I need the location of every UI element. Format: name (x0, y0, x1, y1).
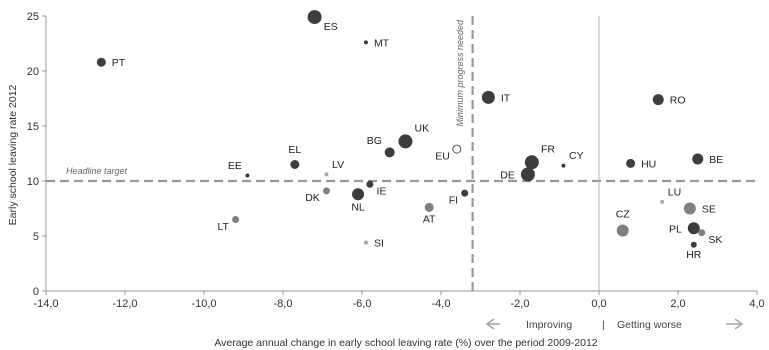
y-axis-title: Early school leaving rate 2012 (7, 85, 19, 226)
x-tick-label: -12,0 (112, 298, 137, 310)
point-label-el: EL (288, 144, 301, 156)
direction-separator: | (602, 319, 605, 331)
point-nl (352, 188, 365, 201)
point-bg (384, 147, 395, 158)
point-si (363, 240, 368, 245)
data-points (96, 10, 706, 248)
point-at (424, 202, 434, 212)
x-tick-label: -8,0 (274, 298, 293, 310)
point-lt (232, 216, 240, 223)
headline-target-label: Headline target (66, 166, 128, 176)
x-tick-label: 0,0 (591, 298, 606, 310)
x-tick-label: 4,0 (749, 298, 764, 310)
point-it (481, 90, 495, 104)
point-label-pt: PT (112, 57, 126, 69)
point-label-bg: BG (367, 135, 382, 147)
y-tick-label: 20 (27, 66, 39, 78)
point-uk (398, 134, 413, 149)
y-tick-label: 5 (33, 231, 39, 243)
point-label-de: DE (500, 169, 515, 181)
point-label-cz: CZ (616, 208, 631, 220)
x-axis-title: Average annual change in early school le… (214, 337, 597, 349)
point-dk (322, 187, 330, 195)
x-tick-label: -4,0 (432, 298, 451, 310)
point-label-uk: UK (415, 123, 430, 135)
point-se (683, 202, 696, 215)
point-label-hu: HU (641, 158, 656, 170)
arrow-left-head-icon (485, 318, 495, 330)
y-tick-label: 0 (33, 286, 39, 298)
point-pt (96, 57, 106, 67)
point-label-cy: CY (569, 150, 584, 162)
x-tick-label: -14,0 (33, 298, 58, 310)
point-label-at: AT (423, 213, 436, 225)
axes: 0 5 10 15 20 25 -14,0 -12,0 -10,0 -8,0 -6,0 -4,0 -2,… (27, 11, 765, 310)
point-label-lv: LV (332, 159, 344, 171)
point-label-be: BE (709, 154, 723, 166)
point-ee (245, 173, 250, 178)
point-label-ro: RO (670, 95, 686, 107)
getting-worse-label: Getting worse (617, 319, 682, 331)
x-tick-label: 2,0 (670, 298, 685, 310)
point-label-lt: LT (217, 221, 229, 233)
y-tick-label: 25 (27, 11, 39, 23)
point-lu (660, 199, 665, 204)
point-cz (616, 224, 629, 237)
x-tick-label: -6,0 (353, 298, 372, 310)
point-label-eu: EU (435, 151, 450, 163)
point-el (290, 160, 300, 169)
improving-label: Improving (526, 319, 572, 331)
point-be (692, 153, 704, 165)
point-de (520, 167, 535, 182)
point-label-hr: HR (686, 249, 702, 261)
point-hu (626, 158, 636, 168)
y-tick-label: 10 (27, 176, 39, 188)
point-label-it: IT (501, 92, 511, 104)
point-labels: ES MT PT IT RO UK BG EU FR DE CY HU BE EL EE LV DK NL IE AT… (112, 21, 723, 261)
point-pl (687, 222, 700, 235)
point-label-dk: DK (305, 192, 320, 204)
point-label-lu: LU (668, 187, 681, 199)
point-label-fi: FI (449, 194, 458, 206)
point-lv (324, 172, 329, 177)
point-label-ee: EE (228, 160, 242, 172)
x-tick-label: -10,0 (191, 298, 216, 310)
point-mt (363, 40, 368, 45)
direction-indicator: Improving | Getting worse (485, 318, 744, 331)
point-label-si: SI (374, 238, 384, 250)
point-sk (698, 229, 706, 237)
point-label-es: ES (324, 21, 338, 33)
point-label-sk: SK (708, 234, 722, 246)
point-es (307, 10, 322, 25)
minimum-progress-label: Minimum progress needed (455, 19, 465, 127)
point-ie (366, 180, 374, 188)
x-tick-label: -2,0 (511, 298, 530, 310)
point-label-mt: MT (374, 37, 390, 49)
point-label-nl: NL (351, 202, 365, 214)
point-ro (652, 94, 664, 106)
point-hr (690, 241, 697, 248)
point-cy (561, 163, 566, 168)
point-label-ie: IE (377, 186, 387, 198)
arrow-right-head-icon (734, 318, 744, 330)
reference-lines (46, 16, 757, 291)
point-eu (452, 144, 462, 154)
point-fi (461, 189, 469, 197)
point-label-pl: PL (669, 223, 682, 235)
point-label-se: SE (702, 204, 716, 216)
point-label-fr: FR (541, 143, 555, 155)
point-fr (524, 155, 539, 170)
y-tick-label: 15 (27, 121, 39, 133)
